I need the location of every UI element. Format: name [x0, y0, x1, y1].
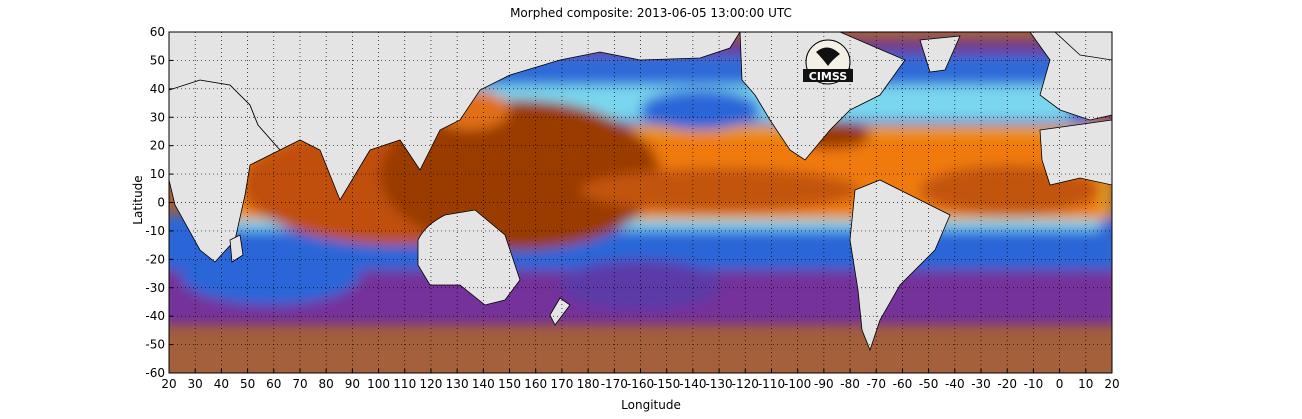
x-tick-label: -90 — [814, 377, 834, 391]
y-tick-label: 0 — [157, 196, 165, 210]
npac-dry-patch — [640, 90, 760, 130]
x-tick-label: 120 — [419, 377, 442, 391]
x-tick-label: -10 — [1024, 377, 1044, 391]
y-tick-label: -10 — [145, 224, 165, 238]
x-tick-label: -130 — [705, 377, 732, 391]
x-tick-label: -30 — [971, 377, 991, 391]
plot-title: Morphed composite: 2013-06-05 13:00:00 U… — [510, 6, 792, 20]
x-tick-label: -100 — [784, 377, 811, 391]
x-tick-label: -170 — [601, 377, 628, 391]
land-layer — [169, 32, 1112, 352]
x-tick-label: 80 — [319, 377, 334, 391]
x-tick-label: 140 — [472, 377, 495, 391]
scandinavia-land — [1054, 32, 1112, 61]
australia-land — [417, 209, 521, 306]
x-tick-label: 100 — [367, 377, 390, 391]
south-america-land — [849, 179, 951, 352]
y-tick-label: 40 — [150, 82, 165, 96]
y-ticks: 60 50 40 30 20 10 0 -10 -20 -30 -40 -50 -60 — [145, 25, 173, 380]
x-tick-label: 150 — [498, 377, 521, 391]
x-tick-label: -160 — [627, 377, 654, 391]
itcz-pacific — [580, 168, 860, 212]
x-tick-label: 90 — [345, 377, 360, 391]
x-tick-label: 10 — [1078, 377, 1093, 391]
field-layer — [169, 32, 1112, 373]
y-tick-label: 30 — [150, 110, 165, 124]
x-tick-label: 170 — [550, 377, 573, 391]
y-tick-label: -60 — [145, 366, 165, 380]
x-tick-label: -70 — [866, 377, 886, 391]
x-tick-label: -150 — [653, 377, 680, 391]
x-tick-label: 130 — [446, 377, 469, 391]
x-tick-label: -20 — [997, 377, 1017, 391]
greenland-land — [919, 35, 961, 73]
y-tick-label: 50 — [150, 53, 165, 67]
x-tick-label: -110 — [758, 377, 785, 391]
indian-dry-patch — [180, 245, 360, 305]
cimss-logo-icon: CIMSS — [803, 39, 853, 85]
x-tick-label: -80 — [840, 377, 860, 391]
x-tick-label: 20 — [161, 377, 176, 391]
x-tick-label: 60 — [266, 377, 281, 391]
x-tick-label: -140 — [679, 377, 706, 391]
x-tick-label: 110 — [393, 377, 416, 391]
grid-lines — [169, 32, 1112, 373]
new-zealand-land — [549, 297, 571, 326]
x-tick-label: -50 — [919, 377, 939, 391]
madagascar-land — [229, 234, 244, 263]
x-tick-label: 50 — [240, 377, 255, 391]
x-tick-label: 0 — [1056, 377, 1064, 391]
x-axis-label: Longitude — [621, 398, 681, 412]
y-tick-label: -20 — [145, 252, 165, 266]
north-america-land — [739, 32, 906, 161]
logo-text: CIMSS — [809, 70, 848, 83]
x-tick-label: 30 — [188, 377, 203, 391]
y-tick-label: -30 — [145, 281, 165, 295]
x-tick-label: 180 — [577, 377, 600, 391]
spac-dry-patch — [560, 260, 720, 310]
x-tick-label: 70 — [292, 377, 307, 391]
x-ticks: 20 30 40 50 60 70 80 90 100 110 120 130 140 150 160 170… — [161, 369, 1120, 391]
y-tick-label: 10 — [150, 167, 165, 181]
west-africa-land — [1039, 119, 1112, 186]
x-tick-label: 40 — [214, 377, 229, 391]
y-tick-label: -40 — [145, 309, 165, 323]
y-tick-label: -50 — [145, 338, 165, 352]
y-tick-label: 20 — [150, 139, 165, 153]
y-tick-label: 60 — [150, 25, 165, 39]
warm-pool-moist — [380, 100, 660, 250]
eurasia-land — [169, 32, 741, 201]
x-tick-label: -60 — [893, 377, 913, 391]
x-tick-label: 160 — [524, 377, 547, 391]
x-tick-label: -120 — [732, 377, 759, 391]
x-tick-label: -40 — [945, 377, 965, 391]
x-tick-label: 20 — [1104, 377, 1119, 391]
